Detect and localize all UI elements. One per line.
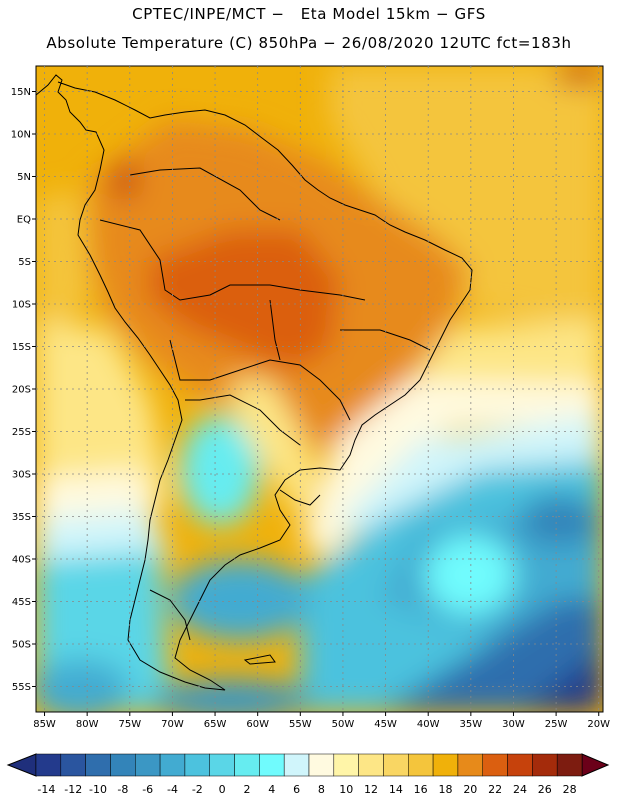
colorbar-swatch	[135, 753, 161, 777]
colorbar-label: 8	[318, 783, 325, 796]
longitude-labels: 85W 80W 75W 70W 65W 60W 55W 50W 45W 40W 35W 30W 25W 2…	[33, 719, 610, 730]
colorbar-swatch	[457, 753, 483, 777]
lat-label: 20S	[12, 385, 31, 396]
lat-label: 5S	[18, 257, 31, 268]
lat-label: 10S	[12, 300, 31, 311]
colorbar-label: 26	[538, 783, 552, 796]
lat-label: 25S	[12, 427, 31, 438]
colorbar-label: 22	[488, 783, 502, 796]
colorbar-swatch	[283, 753, 310, 777]
colorbar-swatch	[507, 753, 533, 777]
lat-label: 50S	[12, 640, 31, 651]
latitude-labels: 15N 10N 5N EQ 5S 10S 15S 20S 25S 30S 35S 40S 45S 50S 5…	[11, 87, 31, 693]
colorbar-label: -10	[89, 783, 107, 796]
colorbar-label: 0	[219, 783, 226, 796]
colorbar-swatch	[110, 753, 136, 777]
colorbar-swatch	[408, 753, 434, 777]
lon-label: 30W	[502, 719, 525, 730]
temperature-field	[36, 66, 603, 712]
colorbar-label: -8	[117, 783, 128, 796]
colorbar-swatch	[259, 753, 285, 777]
colorbar-label: 2	[243, 783, 250, 796]
colorbar-swatch	[159, 753, 186, 777]
colorbar-swatch	[333, 753, 359, 777]
colorbar-label: 18	[439, 783, 453, 796]
axis-ticks	[32, 91, 600, 716]
lat-label: 30S	[12, 470, 31, 481]
lat-label: 5N	[17, 172, 31, 183]
lon-label: 35W	[460, 719, 483, 730]
lat-label: EQ	[17, 215, 31, 226]
colorbar-label: 6	[293, 783, 300, 796]
colorbar-swatch	[85, 753, 111, 777]
colorbar-swatch	[35, 753, 62, 777]
colorbar-label: 28	[563, 783, 577, 796]
lon-label: 60W	[246, 719, 269, 730]
lon-label: 80W	[76, 719, 99, 730]
lon-label: 45W	[374, 719, 397, 730]
colorbar-label: -12	[64, 783, 82, 796]
lat-label: 15S	[12, 342, 31, 353]
colorbar-swatch	[432, 753, 459, 777]
coastlines	[36, 74, 473, 691]
chart-subtitle: Absolute Temperature (C) 850hPa − 26/08/…	[46, 34, 572, 52]
colorbar-label: -2	[192, 783, 203, 796]
colorbar-swatch	[383, 753, 409, 777]
lat-label: 40S	[12, 555, 31, 566]
colorbar-swatch	[556, 753, 583, 777]
lat-label: 45S	[12, 597, 31, 608]
colorbar-label: 24	[513, 783, 527, 796]
lon-label: 65W	[204, 719, 227, 730]
colorbar-label: 12	[364, 783, 378, 796]
colorbar-swatch	[308, 753, 335, 777]
colorbar-swatch	[184, 753, 210, 777]
lon-label: 85W	[33, 719, 56, 730]
colorbar: -14 -12 -10 -8 -6 -4 -2 0 2 4 6 8 10 12 14 16 18 20 22 24 26…	[6, 753, 610, 796]
chart-title: CPTEC/INPE/MCT − Eta Model 15km − GFS	[132, 5, 486, 23]
colorbar-swatch	[234, 753, 260, 777]
colorbar-swatch	[532, 753, 558, 777]
colorbar-label: 16	[414, 783, 428, 796]
colorbar-label: -4	[167, 783, 178, 796]
colorbar-swatch	[358, 753, 384, 777]
lon-label: 20W	[587, 719, 610, 730]
colorbar-label: -6	[142, 783, 153, 796]
lon-label: 75W	[118, 719, 141, 730]
colorbar-swatch	[209, 753, 235, 777]
lon-label: 50W	[332, 719, 355, 730]
colorbar-under-arrow	[6, 753, 37, 777]
lon-label: 70W	[161, 719, 184, 730]
lat-label: 35S	[12, 512, 31, 523]
lon-label: 40W	[417, 719, 440, 730]
graticule	[36, 66, 603, 712]
colorbar-label: -14	[37, 783, 55, 796]
colorbar-swatch	[482, 753, 508, 777]
colorbar-label: 4	[268, 783, 275, 796]
lat-label: 10N	[11, 130, 31, 141]
lat-label: 55S	[12, 682, 31, 693]
colorbar-label: 20	[463, 783, 477, 796]
colorbar-over-arrow	[581, 753, 610, 777]
lon-label: 55W	[289, 719, 312, 730]
colorbar-swatch	[60, 753, 86, 777]
lon-label: 25W	[545, 719, 568, 730]
colorbar-label: 10	[339, 783, 353, 796]
colorbar-label: 14	[389, 783, 403, 796]
lat-label: 15N	[11, 87, 31, 98]
